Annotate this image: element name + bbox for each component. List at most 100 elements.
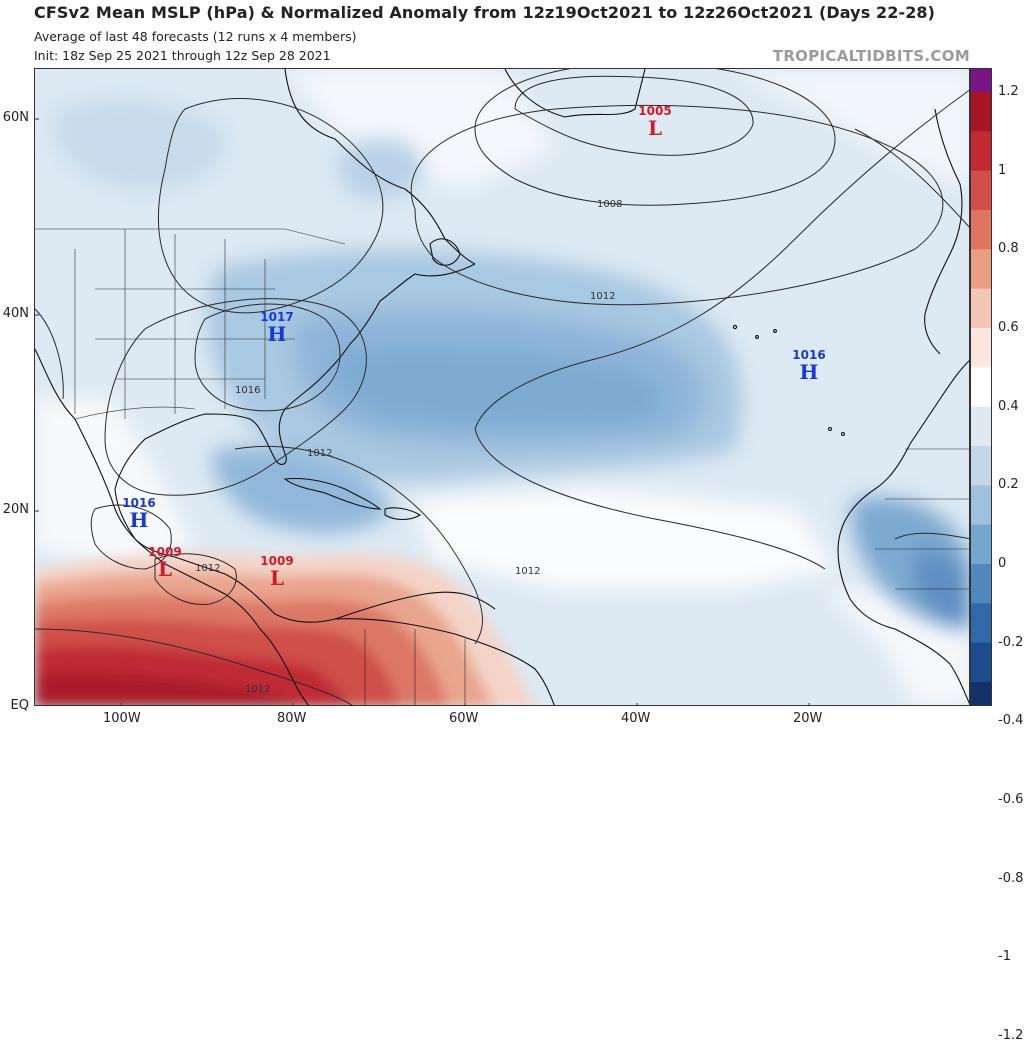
colorbar-frame	[970, 68, 992, 706]
colorbar-swatch	[970, 485, 992, 526]
pressure-symbol: L	[269, 566, 285, 590]
us-mexico-border	[74, 406, 196, 420]
colorbar-swatch	[970, 68, 992, 93]
africa-borders	[875, 448, 969, 590]
isobar-1012-africa	[894, 532, 969, 540]
newfoundland-coast	[429, 238, 461, 266]
colorbar-swatch	[970, 406, 992, 447]
labrador-coast	[284, 69, 476, 265]
anomaly-negative-core	[53, 98, 969, 629]
pressure-symbol: H	[267, 322, 287, 346]
us-state-lines-2	[95, 288, 295, 380]
lon-label-100w: 100W	[103, 711, 141, 726]
colorbar-swatch	[970, 249, 992, 290]
pressure-value: 1009	[260, 554, 294, 568]
isobar-1016-mexico	[90, 504, 172, 570]
site-watermark: TROPICALTIDBITS.COM	[772, 47, 970, 65]
isobar-1012-south	[35, 628, 353, 705]
isobar-1012-central-america	[154, 553, 237, 605]
lat-label-60n: 60N	[2, 110, 29, 125]
colorbar-swatch	[970, 524, 992, 565]
south-america-west-coast	[259, 628, 310, 705]
colorbar-swatch	[970, 682, 992, 706]
isobar-label-1012-north: 1012	[590, 291, 615, 302]
low-pressure-center-pacific: 1009 L	[145, 546, 185, 579]
pressure-value: 1016	[122, 496, 156, 510]
isobar-1004	[514, 75, 754, 156]
pressure-symbol: L	[647, 116, 663, 140]
colorbar-swatch	[970, 642, 992, 683]
isobar-1012-caribbean	[234, 445, 483, 645]
mexico-coast	[35, 348, 261, 630]
south-america-borders	[364, 629, 466, 705]
pressure-value: 1016	[792, 348, 826, 362]
colorbar-label: 0.2	[998, 477, 1019, 493]
colorbar-label: 1.2	[998, 84, 1019, 99]
chart-header: CFSv2 Mean MSLP (hPa) & Normalized Anoma…	[0, 0, 1024, 68]
colorbar-swatch	[970, 288, 992, 329]
isobar-label-1016-us: 1016	[235, 385, 260, 396]
south-america-north-coast	[334, 618, 555, 705]
africa-coast	[837, 360, 969, 704]
anomaly-map: 1008 1012 1016 1012 1012 1012 1012 1005 …	[34, 68, 970, 706]
colorbar-swatch	[970, 92, 992, 132]
colorbar-label: -1.2	[998, 1028, 1024, 1043]
isobar-1016-canada	[158, 98, 384, 314]
pressure-symbol: H	[129, 508, 149, 532]
chart-subtitle-ensemble: Average of last 48 forecasts (12 runs x …	[34, 29, 357, 44]
isobar-labels: 1008 1012 1016 1012 1012 1012 1012	[195, 199, 622, 695]
map-frame-ticks	[35, 118, 810, 705]
pressure-value: 1009	[148, 545, 182, 559]
pressure-value: 1017	[260, 310, 294, 324]
europe-coast	[924, 108, 963, 355]
colorbar-label: -0.2	[998, 634, 1024, 650]
colorbar-label: 0.8	[998, 241, 1019, 257]
isobar-label-1012-central-america: 1012	[195, 563, 220, 574]
colorbar-label: -0.6	[998, 792, 1024, 807]
pressure-symbol: H	[799, 360, 819, 384]
colorbar-label: -0.4	[998, 713, 1024, 729]
chart-title: CFSv2 Mean MSLP (hPa) & Normalized Anoma…	[34, 3, 936, 22]
colorbar-swatch	[970, 446, 992, 486]
isobar-label-1012-south: 1012	[245, 684, 270, 695]
lat-label-20n: 20N	[2, 502, 29, 517]
isobar-label-1012-us: 1012	[307, 448, 332, 459]
isobars	[35, 69, 969, 705]
colorbar-label: -1	[998, 949, 1011, 965]
high-pressure-center-mexico: 1016 H	[119, 497, 159, 530]
colorbar-label: 0	[998, 556, 1007, 571]
colorbar-label: 0.6	[998, 320, 1019, 335]
colorbar-swatch	[970, 328, 992, 368]
lat-label-40n: 40N	[2, 306, 29, 321]
us-canada-border	[35, 228, 346, 245]
isobar-1012-atlantic	[474, 89, 969, 570]
pressure-symbol: L	[157, 557, 173, 581]
colorbar-swatch	[970, 210, 992, 250]
cuba-coast	[283, 477, 382, 510]
colorbar-swatch	[970, 170, 992, 211]
lon-label-40w: 40W	[621, 711, 651, 726]
colorbar-swatch	[970, 564, 992, 604]
chart-subtitle-init: Init: 18z Sep 25 2021 through 12z Sep 28…	[34, 48, 331, 63]
colorbar	[970, 68, 992, 706]
hispaniola-coast	[384, 507, 422, 521]
high-pressure-center-us: 1017 H	[257, 311, 297, 344]
colorbar-swatch	[970, 131, 992, 172]
low-pressure-center-greenland: 1005 L	[635, 105, 675, 138]
high-pressure-center-azores: 1016 H	[789, 349, 829, 382]
low-pressure-center-caribbean: 1009 L	[257, 555, 297, 588]
lon-label-20w: 20W	[793, 711, 823, 726]
lon-label-80w: 80W	[277, 711, 307, 726]
isobar-1008	[474, 69, 836, 206]
americas-coast	[114, 263, 496, 623]
coastlines	[35, 69, 969, 705]
colorbar-label: 0.4	[998, 398, 1019, 414]
isobar-label-1012-atlantic: 1012	[515, 566, 540, 577]
isobar-1016-europe	[854, 128, 969, 228]
lon-label-60w: 60W	[449, 711, 479, 726]
colorbar-label: 1	[998, 162, 1007, 178]
isobar-1016-west	[35, 308, 64, 400]
colorbar-label: -0.8	[998, 870, 1024, 886]
isobar-1012-us	[104, 298, 367, 496]
isobar-1016-us	[194, 303, 341, 412]
